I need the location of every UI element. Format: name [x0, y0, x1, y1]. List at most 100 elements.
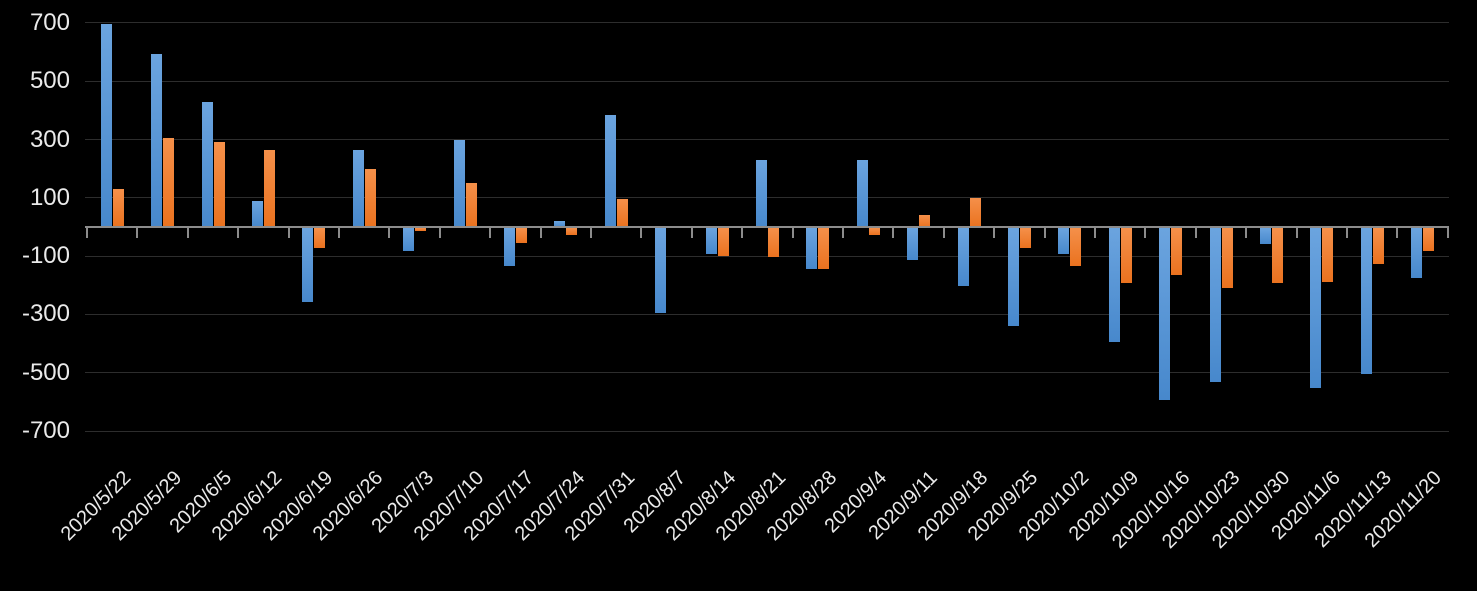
bar-blue-2020/5/29 [151, 53, 163, 227]
bar-blue-2020/10/2 [1058, 228, 1070, 255]
bar-orange-2020/8/28 [818, 228, 830, 269]
bar-orange-2020/10/2 [1070, 228, 1082, 266]
gridline [85, 197, 1449, 199]
bar-blue-2020/5/22 [100, 24, 112, 227]
bar-orange-2020/7/17 [515, 228, 527, 243]
bar-blue-2020/10/23 [1209, 228, 1221, 383]
bar-blue-2020/6/12 [251, 200, 263, 227]
axis-tick [489, 228, 492, 238]
bar-orange-2020/10/30 [1271, 228, 1283, 284]
axis-tick [539, 228, 542, 238]
bar-blue-2020/7/31 [604, 114, 616, 227]
bar-blue-2020/8/14 [705, 228, 717, 255]
x-axis-line [85, 226, 1449, 228]
axis-tick [590, 228, 592, 238]
axis-tick [993, 228, 996, 238]
axis-tick [1245, 228, 1248, 238]
bar-orange-2020/8/21 [767, 228, 779, 258]
bar-blue-2020/11/20 [1411, 228, 1423, 278]
bar-orange-2020/8/14 [717, 228, 729, 256]
axis-tick [842, 228, 844, 238]
axis-tick [1446, 228, 1449, 238]
axis-tick [186, 228, 189, 238]
bar-blue-2020/9/4 [856, 159, 868, 227]
bar-orange-2020/10/16 [1171, 228, 1183, 275]
axis-tick [1346, 228, 1348, 238]
y-axis-tick-label: -100 [21, 242, 70, 270]
bar-orange-2020/7/3 [415, 228, 427, 231]
bar-blue-2020/7/3 [403, 228, 415, 252]
bar-blue-2020/9/11 [907, 228, 919, 261]
axis-tick [237, 228, 240, 238]
bar-blue-2020/9/18 [957, 228, 969, 287]
bar-blue-2020/10/9 [1108, 228, 1120, 342]
bar-orange-2020/6/12 [263, 149, 275, 227]
y-axis-tick-label: 100 [29, 183, 70, 211]
axis-tick [1144, 228, 1147, 238]
bar-orange-2020/6/26 [364, 168, 376, 227]
bar-orange-2020/7/10 [465, 183, 477, 227]
axis-tick [942, 228, 945, 238]
axis-tick [1043, 228, 1046, 238]
y-axis-tick-label: -300 [21, 300, 70, 328]
gridline [85, 372, 1449, 374]
bar-orange-2020/9/18 [969, 197, 981, 227]
bar-blue-2020/11/13 [1360, 228, 1372, 374]
bar-blue-2020/11/6 [1310, 228, 1322, 389]
axis-tick [287, 228, 290, 238]
bar-orange-2020/9/25 [1019, 228, 1031, 249]
bar-orange-2020/11/6 [1322, 228, 1334, 282]
bar-orange-2020/9/4 [868, 228, 880, 236]
bar-blue-2020/6/5 [201, 101, 213, 227]
bar-orange-2020/6/19 [314, 228, 326, 249]
bar-blue-2020/8/7 [655, 228, 667, 313]
bar-blue-2020/9/25 [1007, 228, 1019, 326]
bar-orange-2020/11/20 [1423, 228, 1435, 252]
bar-blue-2020/7/24 [554, 221, 566, 227]
axis-tick [1396, 228, 1399, 238]
bar-orange-2020/11/13 [1372, 228, 1384, 265]
bar-orange-2020/5/29 [163, 138, 175, 227]
bar-orange-2020/10/23 [1221, 228, 1233, 288]
axis-tick [388, 228, 391, 238]
bar-blue-2020/7/10 [453, 139, 465, 227]
bar-orange-2020/7/31 [616, 199, 628, 227]
axis-tick [438, 228, 441, 238]
axis-tick [1094, 228, 1096, 238]
bar-orange-2020/7/24 [566, 228, 578, 236]
bar-blue-2020/8/28 [806, 228, 818, 269]
gridline [85, 80, 1449, 82]
axis-tick [338, 228, 340, 238]
gridline [85, 313, 1449, 315]
bar-orange-2020/9/11 [919, 215, 931, 227]
bar-blue-2020/6/26 [352, 149, 364, 227]
axis-tick [1194, 228, 1197, 238]
axis-tick [136, 228, 139, 238]
bar-blue-2020/7/17 [503, 228, 515, 266]
bar-blue-2020/6/19 [302, 228, 314, 303]
axis-tick [892, 228, 895, 238]
axis-tick [791, 228, 794, 238]
axis-tick [640, 228, 643, 238]
y-axis-tick-label: 500 [29, 67, 70, 95]
axis-tick [86, 228, 88, 238]
bar-orange-2020/6/5 [213, 142, 225, 227]
bar-blue-2020/8/21 [755, 159, 767, 227]
gridline [85, 430, 1449, 432]
gridline [85, 22, 1449, 24]
bar-orange-2020/10/9 [1120, 228, 1132, 284]
y-axis-tick-label: 300 [29, 125, 70, 153]
axis-tick [690, 228, 693, 238]
gridline [85, 255, 1449, 257]
axis-tick [1295, 228, 1298, 238]
bar-blue-2020/10/30 [1259, 228, 1271, 245]
y-axis-tick-label: 700 [29, 8, 70, 36]
gridline [85, 139, 1449, 141]
y-axis-tick-label: -500 [21, 358, 70, 386]
axis-tick [741, 228, 744, 238]
bar-orange-2020/5/22 [112, 189, 124, 227]
bar-blue-2020/10/16 [1159, 228, 1171, 400]
y-axis-tick-label: -700 [21, 417, 70, 445]
